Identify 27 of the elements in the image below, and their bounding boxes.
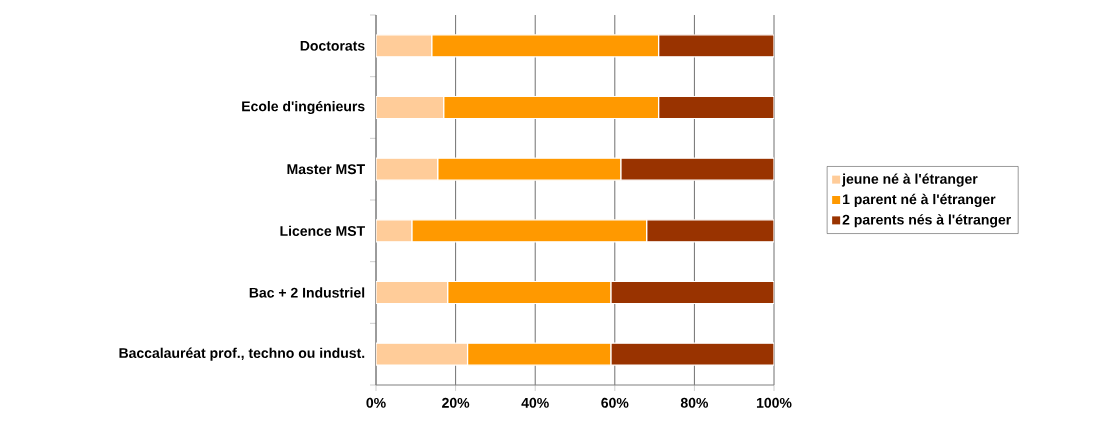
bar [376, 342, 469, 366]
x-tick-label: 0% [366, 397, 386, 408]
bar [620, 157, 774, 181]
bar [657, 95, 774, 120]
y-tick-label: Doctorats [300, 40, 365, 51]
legend-label: 2 parents nés à l'étranger [842, 214, 1011, 228]
x-tick-label: 80% [680, 397, 709, 408]
bar [610, 342, 774, 366]
bar [610, 280, 774, 305]
y-tick-label: Licence MST [280, 225, 365, 236]
legend-label: jeune né à l'étranger [841, 173, 978, 187]
y-tick-label: Bac + 2 Industriel [249, 287, 365, 298]
legend-label: 1 parent né à l'étranger [843, 193, 996, 208]
x-tick-label: 40% [521, 397, 549, 408]
bar [376, 280, 449, 305]
bar [376, 95, 445, 120]
bar [646, 219, 774, 243]
x-tick-label: 60% [601, 397, 629, 408]
y-tick-label: Ecole d'ingénieurs [242, 100, 365, 115]
y-tick-label: Master MST [287, 164, 365, 175]
bar [376, 34, 433, 58]
bar [376, 157, 439, 181]
bar [376, 219, 413, 243]
y-tick-label: Baccalauréat prof., techno ou indust. [119, 347, 365, 361]
x-tick-label: 100% [756, 397, 792, 408]
bar [657, 34, 774, 58]
x-tick-label: 20% [442, 397, 470, 408]
